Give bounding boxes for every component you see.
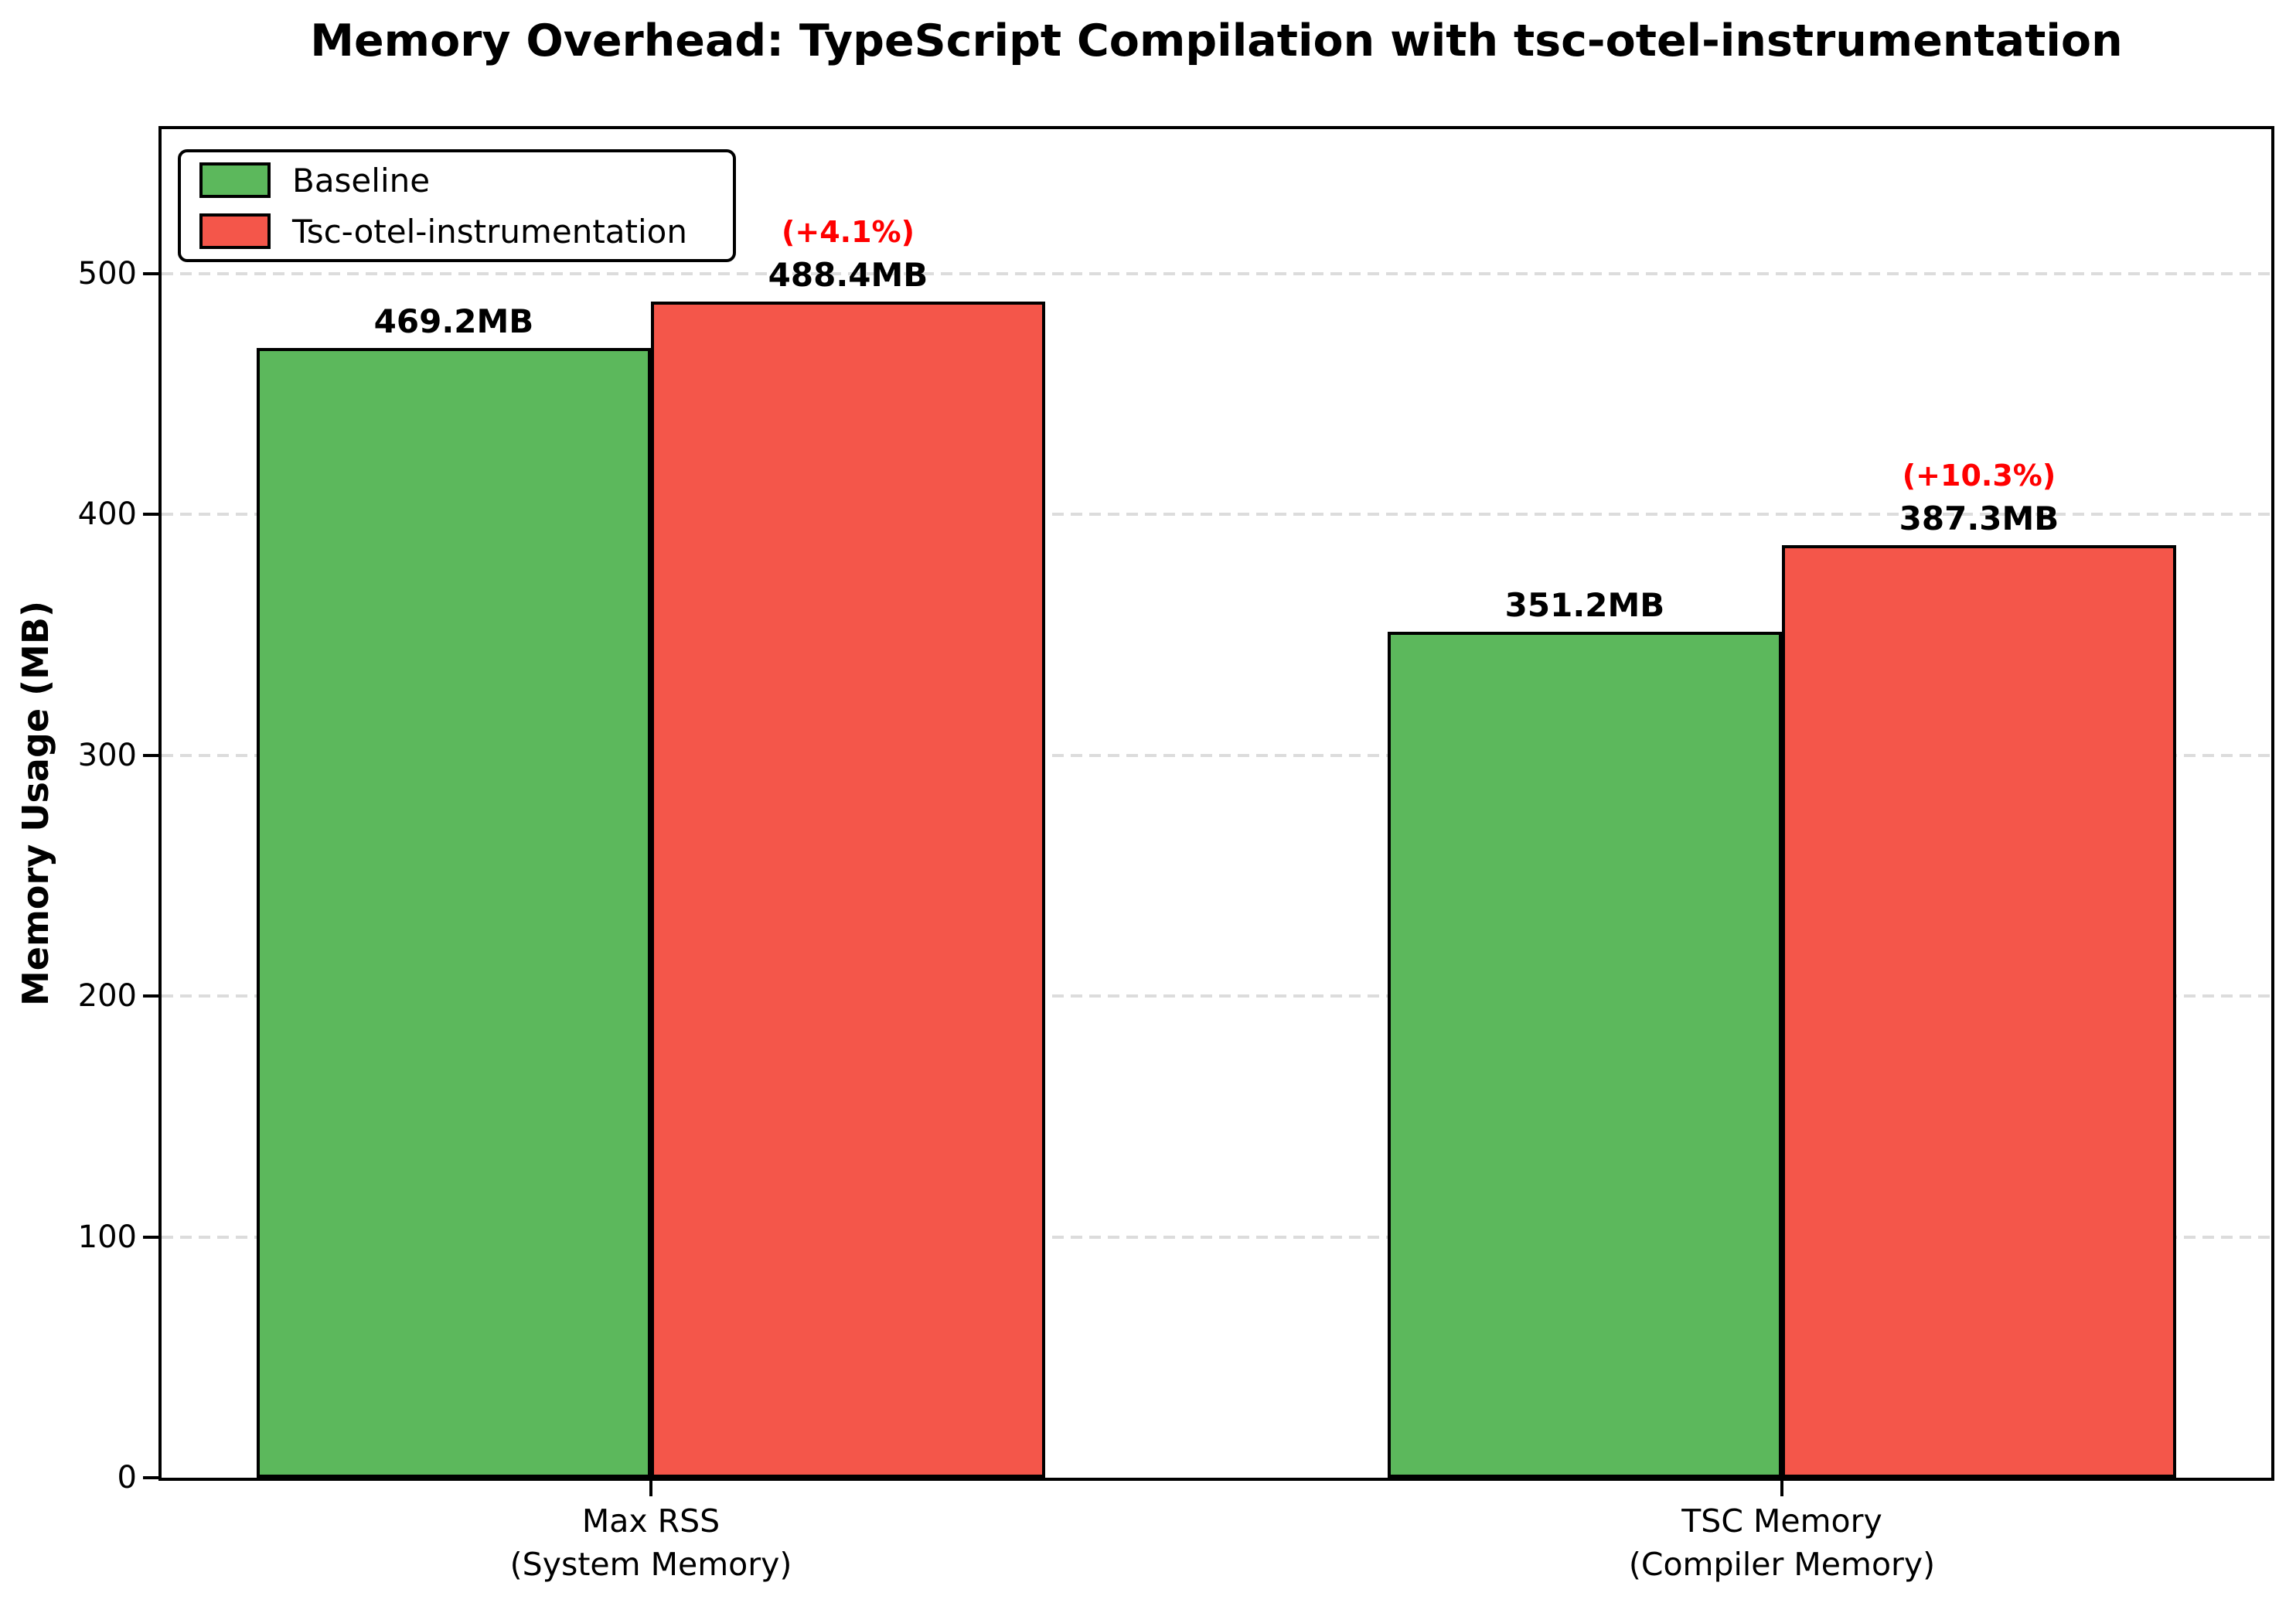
bar-baseline-0 <box>257 347 651 1478</box>
y-tick-label-100: 100 <box>77 1219 137 1255</box>
bar-baseline-1 <box>1388 632 1782 1478</box>
y-tick-label-300: 300 <box>77 737 137 773</box>
bar-value-label-baseline-0: 469.2MB <box>373 302 534 340</box>
legend-item-tsc-otel-instrumentation: Tsc-otel-instrumentation <box>199 210 714 253</box>
y-tick-label-400: 400 <box>77 496 137 533</box>
bar-tsc-otel-instrumentation-0 <box>651 301 1045 1478</box>
chart-title: Memory Overhead: TypeScript Compilation … <box>310 15 2123 67</box>
x-tick-label-0: Max RSS (System Memory) <box>509 1502 792 1583</box>
gridline-300 <box>162 753 2271 757</box>
y-tick-mark-300 <box>143 753 158 757</box>
y-tick-label-500: 500 <box>77 255 137 292</box>
y-tick-label-200: 200 <box>77 978 137 1015</box>
legend-swatch-baseline <box>199 162 271 198</box>
y-tick-mark-400 <box>143 513 158 517</box>
bar-value-label-tsc-otel-instrumentation-1: 387.3MB <box>1899 499 2059 537</box>
plot-area: 469.2MB 488.4MB (+4.1%) 351.2MB 387.3MB (+10.… <box>158 126 2274 1481</box>
x-tick-mark-0 <box>649 1481 652 1496</box>
bar-value-label-tsc-otel-instrumentation-0: 488.4MB <box>768 255 928 294</box>
y-tick-label-0: 0 <box>117 1460 137 1496</box>
gridline-400 <box>162 513 2271 517</box>
y-tick-mark-0 <box>143 1476 158 1479</box>
gridline-100 <box>162 1235 2271 1239</box>
legend-swatch-tsc-otel-instrumentation <box>199 213 271 249</box>
x-tick-label-1: TSC Memory (Compiler Memory) <box>1628 1502 1936 1583</box>
bar-tsc-otel-instrumentation-1 <box>1782 544 2176 1478</box>
bar-value-label-baseline-1: 351.2MB <box>1504 586 1665 625</box>
x-tick-mark-1 <box>1780 1481 1783 1496</box>
bar-pct-label-tsc-otel-instrumentation-0: (+4.1%) <box>782 214 915 249</box>
gridline-500 <box>162 271 2271 275</box>
legend-item-baseline: Baseline <box>199 159 714 202</box>
legend-label-baseline: Baseline <box>292 161 431 200</box>
y-tick-mark-500 <box>143 271 158 275</box>
bar-pct-label-tsc-otel-instrumentation-1: (+10.3%) <box>1902 458 2056 493</box>
y-axis-label: Memory Usage (MB) <box>15 601 56 1006</box>
y-tick-mark-200 <box>143 994 158 998</box>
legend-label-tsc-otel-instrumentation: Tsc-otel-instrumentation <box>292 212 687 251</box>
y-tick-mark-100 <box>143 1235 158 1239</box>
gridline-200 <box>162 994 2271 998</box>
legend: Baseline Tsc-otel-instrumentation <box>178 149 736 262</box>
